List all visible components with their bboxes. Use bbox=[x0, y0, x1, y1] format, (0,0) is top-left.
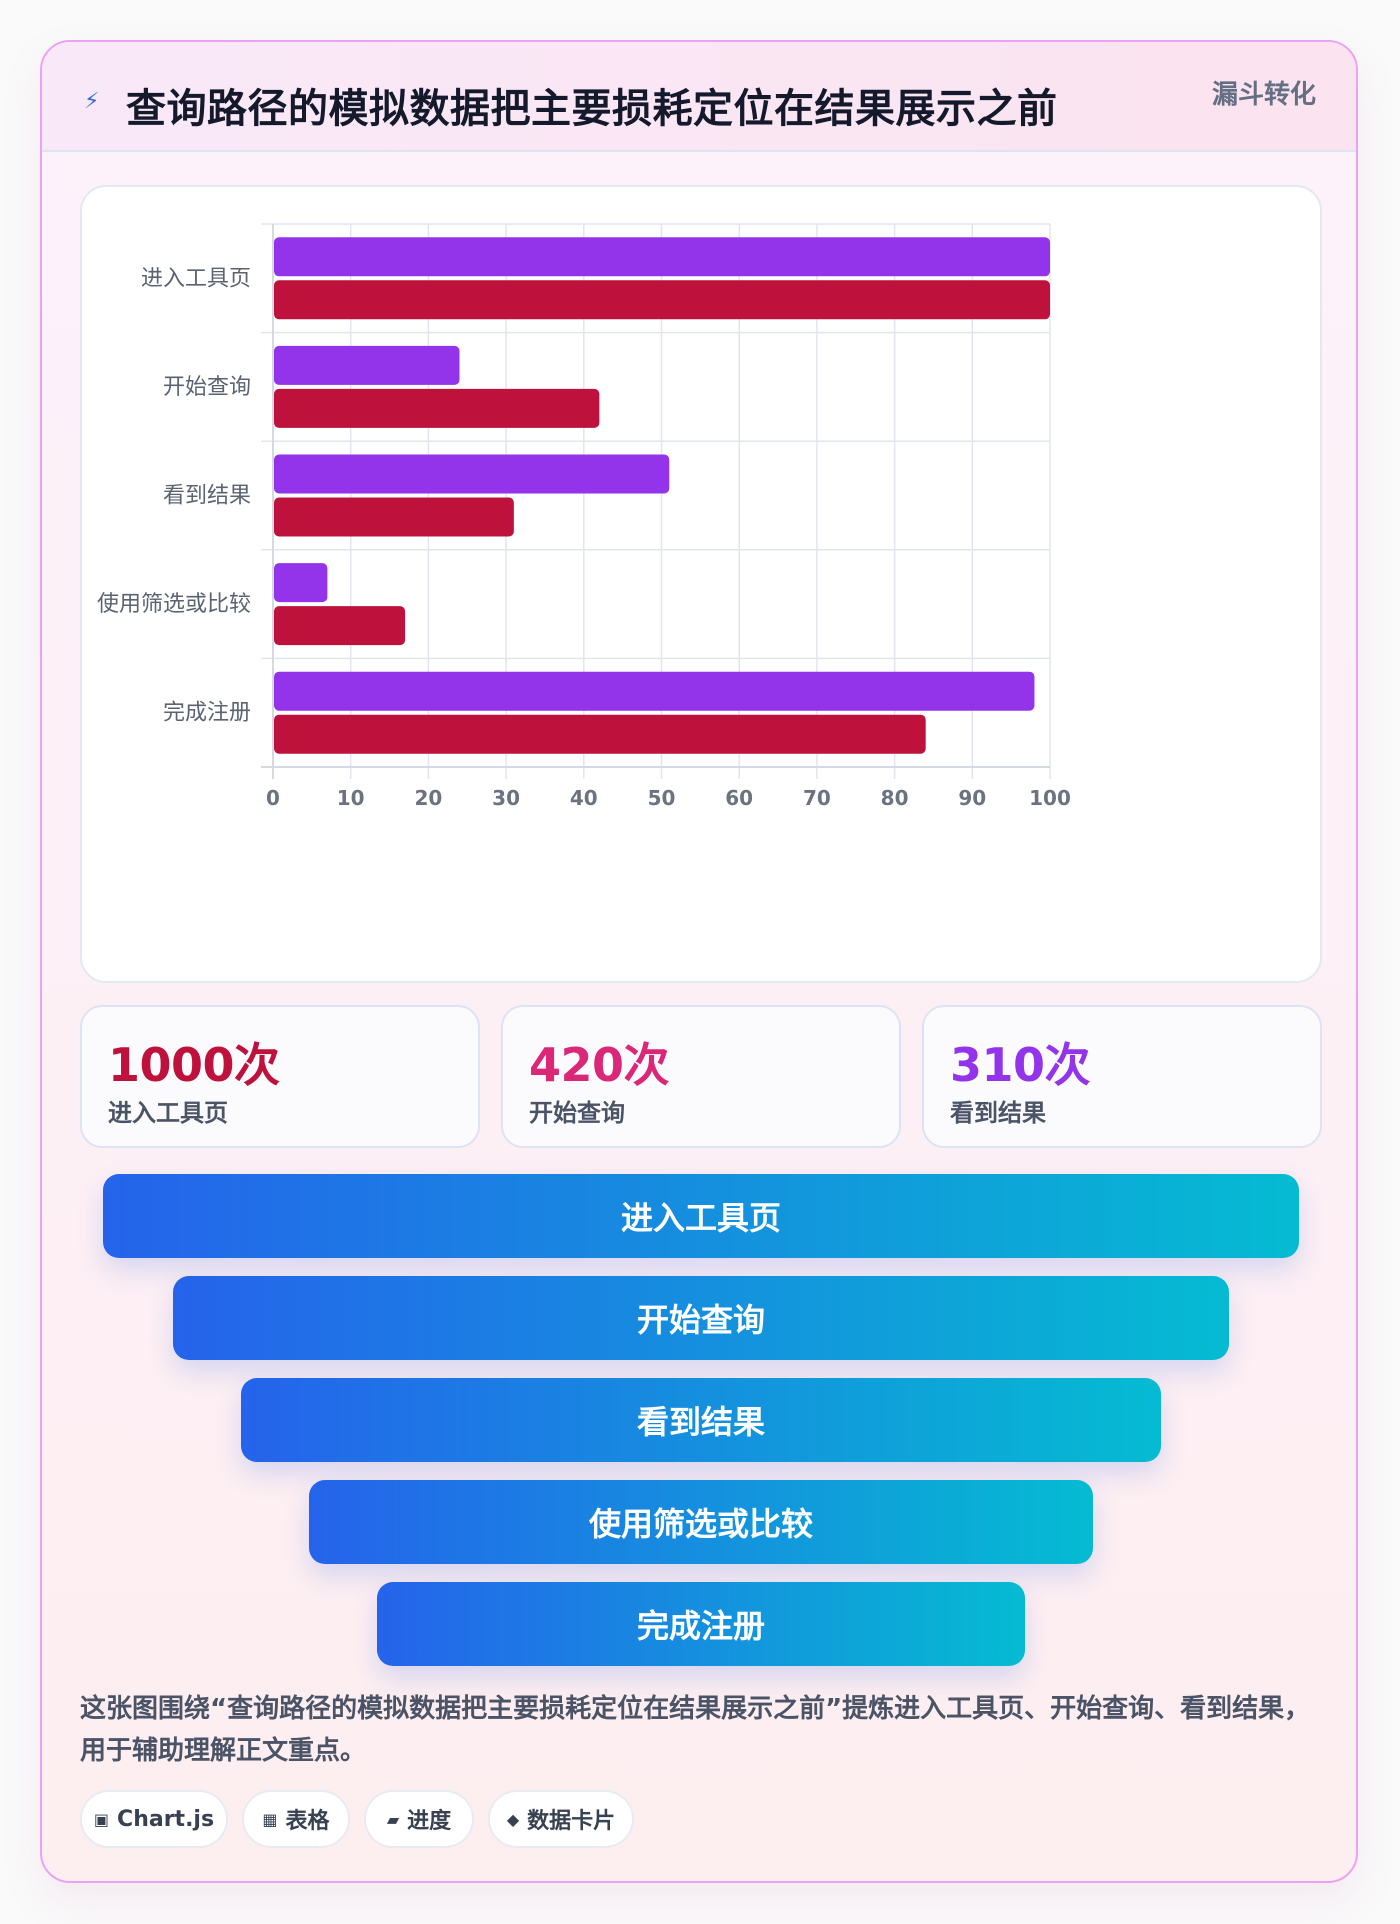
kpi-card-enter: 1000次 进入工具页 bbox=[80, 1005, 480, 1148]
funnel-step-query: 开始查询 bbox=[173, 1276, 1229, 1360]
kpi-value: 310次 bbox=[950, 1038, 1091, 1092]
kpi-label: 看到结果 bbox=[950, 1099, 1046, 1127]
tag-label: Chart.js bbox=[117, 1806, 215, 1832]
bar-series-1 bbox=[274, 237, 1050, 277]
funnel-step-result: 看到结果 bbox=[241, 1378, 1161, 1462]
funnel-step-enter: 进入工具页 bbox=[103, 1174, 1299, 1258]
bar-series-2 bbox=[274, 497, 514, 537]
y-category-label: 使用筛选或比较 bbox=[97, 592, 251, 617]
kpi-card-query: 420次 开始查询 bbox=[501, 1005, 901, 1148]
x-tick-label: 90 bbox=[958, 786, 986, 810]
x-tick-label: 10 bbox=[337, 786, 365, 810]
kpi-label: 开始查询 bbox=[529, 1099, 625, 1127]
chart-icon: ▣ bbox=[93, 1809, 110, 1829]
x-tick-label: 30 bbox=[492, 786, 520, 810]
lightning-icon: ⚡︎ bbox=[84, 89, 100, 114]
y-category-label: 看到结果 bbox=[163, 484, 251, 509]
funnel-step-register: 完成注册 bbox=[377, 1582, 1025, 1666]
tag-progress[interactable]: ▰ 进度 bbox=[364, 1790, 474, 1848]
y-category-label: 开始查询 bbox=[163, 375, 251, 400]
x-tick-label: 70 bbox=[803, 786, 831, 810]
table-icon: ▦ bbox=[262, 1809, 278, 1829]
kpi-value: 1000次 bbox=[108, 1038, 280, 1092]
x-tick-label: 20 bbox=[414, 786, 442, 810]
bar-series-2 bbox=[274, 606, 406, 646]
kpi-card-result: 310次 看到结果 bbox=[922, 1005, 1322, 1148]
tag-chartjs[interactable]: ▣ Chart.js bbox=[80, 1790, 228, 1848]
diamond-icon: ◆ bbox=[506, 1809, 520, 1829]
bar-chart: 0 10 20 30 40 50 60 70 80 90 100 进入工具页开始查询看到结果使用筛选或… bbox=[97, 223, 1071, 810]
x-tick-label: 100 bbox=[1029, 786, 1071, 810]
bar-series-1 bbox=[274, 454, 670, 494]
progress-icon: ▰ bbox=[386, 1809, 400, 1829]
tag-label: 进度 bbox=[407, 1809, 452, 1834]
tag-data-card[interactable]: ◆ 数据卡片 bbox=[488, 1790, 634, 1848]
chart-description: 这张图围绕“查询路径的模拟数据把主要损耗定位在结果展示之前”提炼进入工具页、开始… bbox=[80, 1694, 1311, 1766]
x-tick-label: 60 bbox=[725, 786, 753, 810]
chart-type-badge: 漏斗转化 bbox=[1211, 80, 1316, 110]
bar-series-1 bbox=[274, 345, 460, 385]
bar-series-1 bbox=[274, 671, 1035, 711]
chart-card: ⚡︎ 查询路径的模拟数据把主要损耗定位在结果展示之前 漏斗转化 0 10 20 30 4… bbox=[40, 40, 1358, 1883]
bar-series-2 bbox=[274, 388, 600, 428]
bar-series-2 bbox=[274, 280, 1050, 320]
chart-title: 查询路径的模拟数据把主要损耗定位在结果展示之前 bbox=[126, 86, 1058, 132]
funnel-step-filter: 使用筛选或比较 bbox=[309, 1480, 1093, 1564]
x-tick-label: 0 bbox=[266, 786, 280, 810]
bar-series-1 bbox=[274, 563, 328, 603]
chart-panel: 0 10 20 30 40 50 60 70 80 90 100 进入工具页开始查询看到结果使用筛选或… bbox=[80, 185, 1322, 983]
x-tick-label: 40 bbox=[570, 786, 598, 810]
kpi-value: 420次 bbox=[529, 1038, 670, 1092]
x-tick-label: 50 bbox=[648, 786, 676, 810]
card-header: ⚡︎ 查询路径的模拟数据把主要损耗定位在结果展示之前 漏斗转化 bbox=[42, 42, 1356, 152]
bar-series-2 bbox=[274, 714, 926, 754]
kpi-label: 进入工具页 bbox=[108, 1099, 228, 1127]
tag-table[interactable]: ▦ 表格 bbox=[242, 1790, 350, 1848]
x-tick-label: 80 bbox=[881, 786, 909, 810]
tag-label: 数据卡片 bbox=[527, 1809, 616, 1834]
tag-label: 表格 bbox=[285, 1809, 330, 1834]
y-category-label: 完成注册 bbox=[163, 701, 251, 726]
y-category-label: 进入工具页 bbox=[141, 266, 251, 291]
